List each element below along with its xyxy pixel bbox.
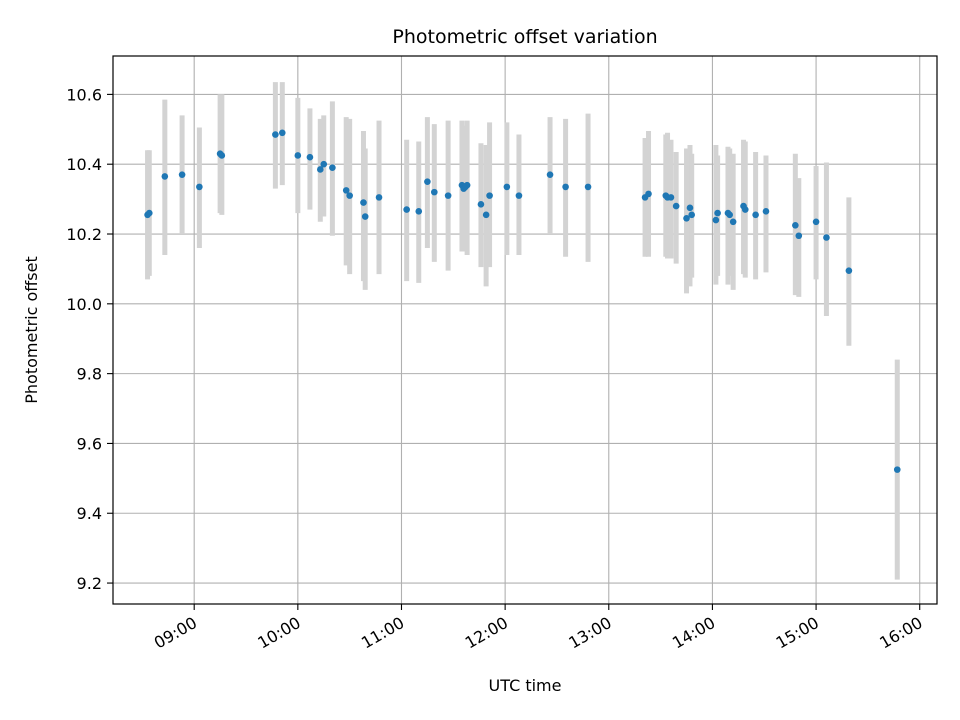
data-point: [477, 201, 485, 208]
y-tick-label: 9.6: [77, 434, 102, 453]
x-axis-ticks: 09:00 10:00 11:00 12:00 13:00 14:00 15:00 16:00: [151, 604, 926, 653]
chart-title: Photometric offset variation: [392, 26, 657, 48]
data-point: [683, 215, 690, 222]
error-bars: [145, 82, 900, 580]
data-point: [741, 206, 749, 213]
data-point: [161, 173, 169, 180]
data-point: [444, 192, 452, 199]
x-tick-label: 15:00: [773, 613, 822, 653]
data-point: [762, 208, 770, 215]
x-axis-label: UTC time: [489, 676, 562, 695]
x-tick-label: 09:00: [151, 613, 200, 653]
data-point: [795, 232, 803, 240]
data-point: [503, 183, 511, 191]
data-point: [294, 152, 302, 159]
data-point: [562, 183, 569, 191]
data-point: [546, 171, 554, 178]
x-tick-label: 16:00: [876, 613, 925, 653]
data-points: [144, 129, 901, 473]
data-point: [688, 211, 696, 219]
data-point: [278, 129, 286, 137]
y-tick-label: 9.2: [77, 574, 102, 593]
data-point: [178, 171, 186, 178]
data-point: [316, 166, 324, 173]
data-point: [431, 188, 438, 196]
x-tick-label: 11:00: [358, 613, 407, 653]
data-point: [320, 160, 328, 168]
x-tick-label: 10:00: [254, 613, 303, 653]
data-point: [482, 211, 490, 219]
y-tick-label: 9.8: [77, 365, 102, 384]
data-point: [672, 202, 680, 210]
plot-frame: [112, 55, 938, 605]
data-point: [893, 466, 901, 473]
data-point: [823, 234, 830, 241]
y-axis-ticks: 9.2 9.4 9.6 9.8 10.0 10.2 10.4 10.6: [66, 85, 113, 593]
data-point: [726, 211, 734, 219]
data-point: [845, 267, 853, 274]
x-tick-label: 12:00: [462, 613, 511, 653]
data-point: [686, 204, 694, 212]
data-point: [752, 211, 759, 219]
x-tick-label: 14:00: [669, 613, 718, 653]
y-tick-label: 9.4: [77, 504, 102, 523]
data-point: [424, 178, 431, 185]
data-point: [346, 192, 353, 199]
y-tick-label: 10.2: [66, 225, 102, 244]
data-point: [714, 209, 721, 217]
data-point: [196, 183, 203, 191]
grid-lines: [113, 56, 937, 604]
data-point: [306, 153, 314, 161]
data-point: [329, 164, 336, 171]
data-point: [360, 199, 367, 206]
data-point: [218, 152, 226, 159]
data-point: [729, 218, 737, 226]
data-point: [415, 208, 423, 215]
data-point: [272, 131, 279, 138]
data-point: [145, 209, 153, 217]
data-point: [645, 190, 652, 198]
y-tick-label: 10.4: [66, 155, 102, 174]
data-point: [667, 194, 675, 201]
data-point: [361, 213, 369, 220]
data-point: [584, 183, 592, 191]
data-point: [403, 206, 410, 213]
data-point: [812, 218, 820, 226]
data-point: [792, 221, 799, 229]
data-point: [375, 194, 383, 201]
data-point: [486, 192, 493, 199]
data-point: [712, 216, 720, 224]
x-tick-label: 13:00: [565, 613, 614, 653]
y-tick-label: 10.6: [66, 85, 102, 104]
y-tick-label: 10.0: [66, 295, 102, 314]
data-point: [342, 187, 350, 194]
y-axis-label: Photometric offset: [22, 256, 41, 404]
data-point: [463, 181, 471, 189]
data-point: [515, 192, 523, 199]
